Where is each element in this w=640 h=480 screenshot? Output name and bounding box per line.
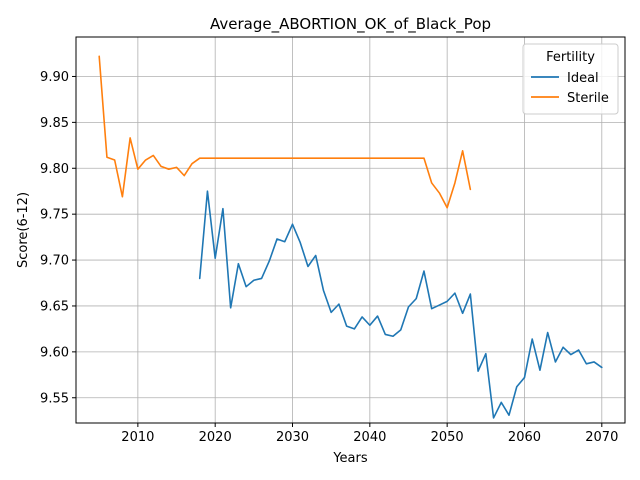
legend-title: Fertility <box>546 50 595 65</box>
x-tick-label: 2030 <box>276 430 309 445</box>
plot-frame <box>75 36 626 424</box>
y-axis-label: Score(6-12) <box>16 192 31 268</box>
x-tick-label: 2070 <box>585 430 618 445</box>
y-tick-label: 9.65 <box>40 299 69 314</box>
y-tick-label: 9.60 <box>40 345 69 360</box>
series-lines <box>98 55 603 419</box>
x-tick-label: 2010 <box>121 430 154 445</box>
chart-title: Average_ABORTION_OK_of_Black_Pop <box>210 15 491 34</box>
y-tick-label: 9.90 <box>40 70 69 85</box>
x-axis-label: Years <box>332 451 368 466</box>
x-tick-label: 2050 <box>431 430 464 445</box>
series-line-ideal <box>198 190 603 419</box>
y-tick-label: 9.75 <box>40 208 69 223</box>
y-tick-label: 9.70 <box>40 254 69 269</box>
legend-label-ideal: Ideal <box>567 71 599 86</box>
series-line-sterile <box>98 55 472 209</box>
legend-label-sterile: Sterile <box>567 91 609 106</box>
grid-lines <box>76 37 625 423</box>
x-tick-label: 2020 <box>199 430 232 445</box>
y-tick-label: 9.80 <box>40 162 69 177</box>
legend: Fertility Ideal Sterile <box>522 43 619 115</box>
x-tick-label: 2060 <box>508 430 541 445</box>
axis-ticks: 2010 2020 2030 2040 2050 2060 2070 9.55 9.60 9.65… <box>40 70 618 445</box>
x-tick-label: 2040 <box>353 430 386 445</box>
y-tick-label: 9.55 <box>40 391 69 406</box>
y-tick-label: 9.85 <box>40 116 69 131</box>
